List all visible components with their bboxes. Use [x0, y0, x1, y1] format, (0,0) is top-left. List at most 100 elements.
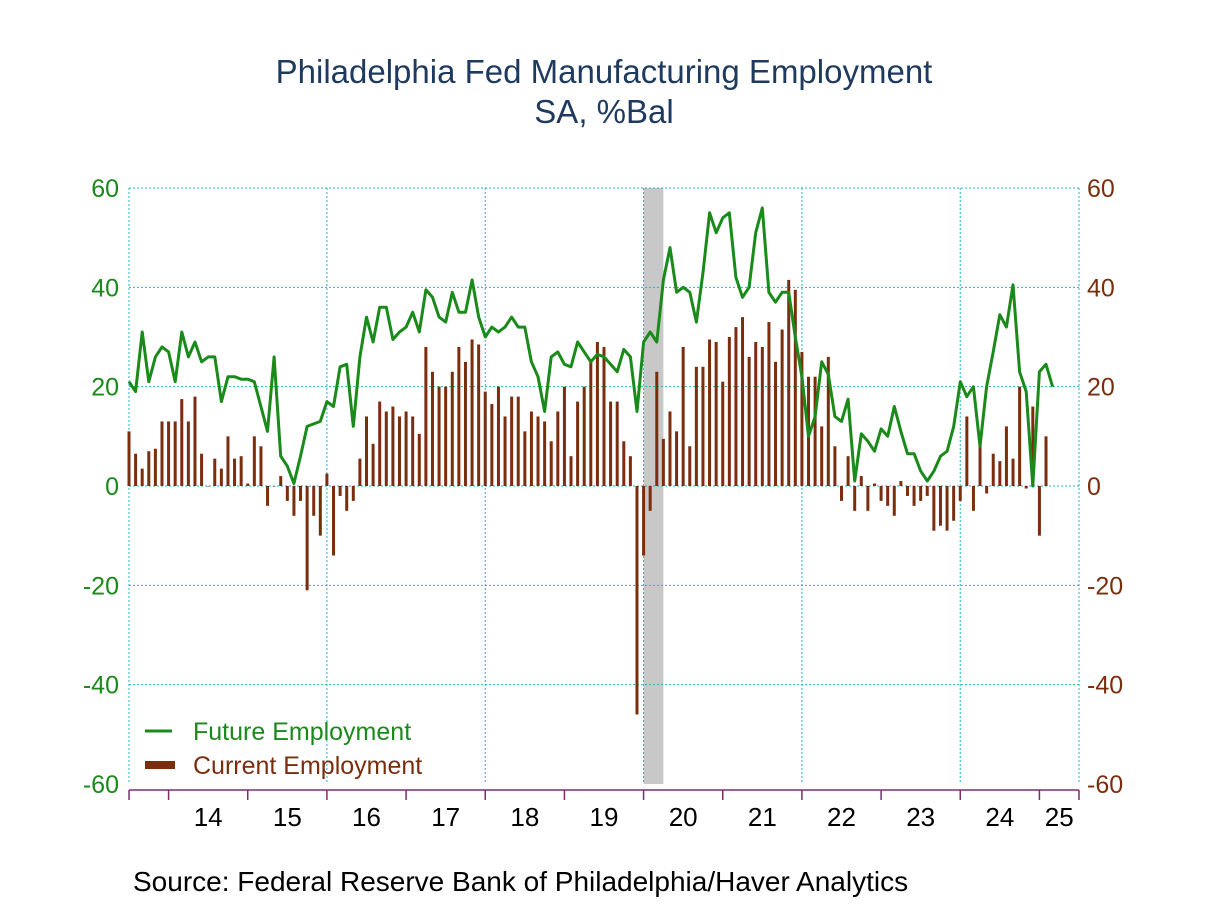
current-employment-bar: [1044, 436, 1048, 486]
current-employment-bar: [127, 431, 131, 486]
current-employment-bar: [325, 473, 329, 486]
current-employment-bar: [919, 486, 923, 501]
current-employment-bar: [259, 446, 263, 486]
current-employment-bar: [582, 386, 586, 486]
current-employment-bar: [628, 456, 632, 486]
current-employment-bar: [556, 411, 560, 486]
current-employment-bar: [470, 339, 474, 486]
current-employment-bar: [549, 441, 553, 486]
current-employment-bar: [292, 486, 296, 516]
current-employment-bar: [345, 486, 349, 511]
current-employment-bar: [562, 386, 566, 486]
current-employment-bar: [978, 431, 982, 486]
legend-label-current: Current Employment: [193, 752, 422, 780]
current-employment-bar: [272, 486, 276, 487]
current-employment-bar: [305, 486, 309, 591]
x-tick-label: 21: [748, 802, 777, 832]
y-tick-label-right: 0: [1087, 473, 1101, 501]
current-employment-bar: [200, 453, 204, 486]
x-tick-label: 19: [590, 802, 619, 832]
x-tick-label: 18: [510, 802, 539, 832]
current-employment-bar: [167, 421, 171, 486]
y-tick-label-right: -40: [1087, 672, 1123, 700]
y-tick-label-left: 20: [91, 374, 119, 402]
current-employment-bar: [193, 396, 197, 486]
current-employment-bar: [714, 341, 718, 486]
current-employment-bar: [675, 431, 679, 486]
current-employment-bar: [233, 458, 237, 486]
current-employment-bar: [318, 486, 322, 536]
current-employment-bar: [226, 436, 230, 486]
current-employment-bar: [609, 401, 613, 486]
current-employment-bar: [754, 341, 758, 486]
current-employment-bar: [694, 366, 698, 486]
y-tick-label-left: 0: [105, 473, 119, 501]
current-employment-bar: [985, 486, 989, 494]
legend-label-future: Future Employment: [193, 718, 411, 746]
current-employment-bar: [602, 346, 606, 486]
current-employment-bar: [648, 486, 652, 511]
current-employment-bar: [833, 446, 837, 486]
current-employment-bar: [417, 433, 421, 486]
current-employment-bar: [450, 371, 454, 486]
current-employment-bar: [160, 421, 164, 486]
current-employment-bar: [543, 421, 547, 486]
current-employment-bar: [384, 411, 388, 486]
current-employment-bar: [688, 446, 692, 486]
current-employment-bar: [173, 421, 177, 486]
current-employment-bar: [140, 468, 144, 486]
current-employment-bar: [1037, 486, 1041, 536]
current-employment-bar: [721, 381, 725, 486]
current-employment-bar: [971, 486, 975, 511]
current-employment-bar: [655, 371, 659, 486]
current-employment-bar: [886, 486, 890, 506]
source-note: Source: Federal Reserve Bank of Philadel…: [133, 866, 909, 897]
current-employment-bar: [938, 486, 942, 526]
y-tick-label-right: -60: [1087, 771, 1123, 799]
current-employment-bar: [767, 322, 771, 486]
current-employment-bar: [252, 436, 256, 486]
future-employment-line: [127, 206, 1055, 488]
current-employment-bar: [358, 458, 362, 486]
current-employment-bar: [642, 486, 646, 556]
current-employment-bar: [958, 486, 962, 501]
current-employment-bar: [206, 486, 210, 487]
x-tick-label: 14: [194, 802, 223, 832]
current-employment-bar: [1031, 406, 1035, 486]
current-employment-bar: [483, 391, 487, 486]
current-employment-bar: [246, 483, 250, 486]
current-employment-bar: [397, 416, 401, 486]
current-employment-bar: [932, 486, 936, 531]
current-employment-bar: [457, 346, 461, 486]
legend-swatch-current: [145, 761, 175, 769]
current-employment-bar: [180, 399, 184, 486]
current-employment-bar: [371, 443, 375, 486]
current-employment-bar: [820, 426, 824, 486]
current-employment-bar: [991, 453, 995, 486]
current-employment-bar: [213, 458, 217, 486]
current-employment-bar: [1024, 486, 1028, 489]
current-employment-bar: [800, 351, 804, 486]
current-employment-bar: [813, 376, 817, 486]
current-employment-bar: [727, 337, 731, 486]
y-tick-label-left: 60: [91, 175, 119, 203]
x-tick-label: 24: [985, 802, 1014, 832]
current-employment-bar: [1018, 386, 1022, 486]
current-employment-bar: [701, 366, 705, 486]
x-tick-label: 15: [273, 802, 302, 832]
current-employment-bar: [872, 483, 876, 486]
current-employment-bar: [569, 456, 573, 486]
current-employment-bar: [490, 404, 494, 486]
x-tick-label: 20: [669, 802, 698, 832]
current-employment-bar: [378, 401, 382, 486]
chart-title: Philadelphia Fed Manufacturing Employmen…: [275, 53, 933, 90]
current-employment-bar: [905, 486, 909, 496]
current-employment-bar: [1004, 426, 1008, 486]
x-tick-label: 17: [431, 802, 460, 832]
current-employment-bar: [622, 441, 626, 486]
x-tick-label: 16: [352, 802, 381, 832]
current-employment-bar: [516, 396, 520, 486]
current-employment-bar: [503, 416, 507, 486]
y-tick-label-left: -20: [83, 572, 119, 600]
